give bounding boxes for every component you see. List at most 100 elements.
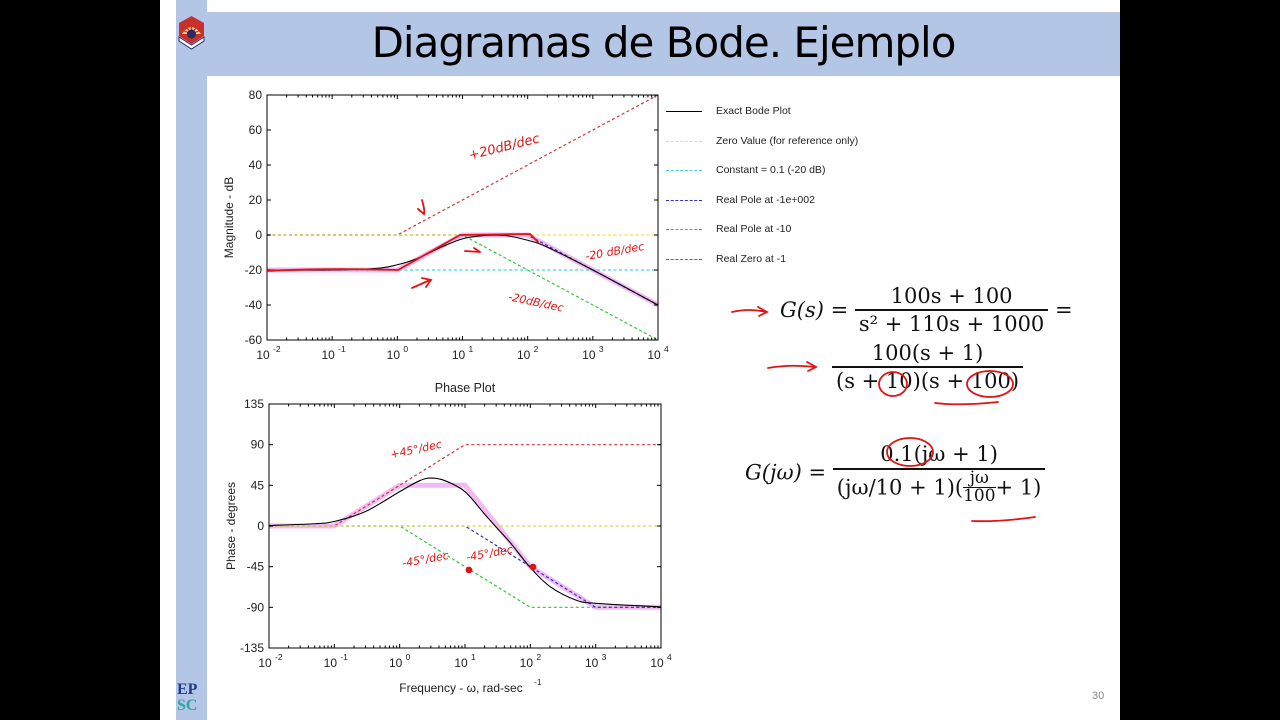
y-axis-label: Phase - degrees xyxy=(224,482,238,570)
arrow-icon xyxy=(767,361,818,372)
y-tick-label: -45 xyxy=(247,560,265,574)
x-tick-label: 10 xyxy=(389,656,403,670)
legend-item: Constant = 0.1 (-20 dB) xyxy=(666,159,926,189)
exact-curve xyxy=(266,234,659,306)
gjw-den-frac-den: 100 xyxy=(963,486,996,506)
arrow-icon xyxy=(411,277,433,289)
y-tick-label: 135 xyxy=(244,397,264,411)
y-tick-label: 80 xyxy=(249,88,263,102)
y-tick-label: 0 xyxy=(255,228,262,242)
x-tick-label: 10 xyxy=(520,656,534,670)
x-tick-label: 10 xyxy=(324,656,338,670)
gs-equals: = xyxy=(1054,298,1073,322)
x-tick-label: 10 xyxy=(454,656,468,670)
equation-gjw: G(jω) = 0.1(jω + 1) (jω/10 + 1)(jω 100 + 1… xyxy=(745,440,1046,506)
gs-fraction: 100s + 100 s² + 110s + 1000 xyxy=(854,283,1049,337)
circle-mark xyxy=(966,370,1014,398)
x-tick-exponent: 3 xyxy=(599,344,604,354)
y-tick-label: -90 xyxy=(247,600,265,614)
gjw-fraction: 0.1(jω + 1) (jω/10 + 1)(jω 100 + 1) xyxy=(832,440,1046,506)
legend-label: Exact Bode Plot xyxy=(716,105,791,117)
ink-overlay xyxy=(266,199,1036,574)
x-tick-exponent: 1 xyxy=(471,652,476,662)
point-marker xyxy=(529,563,537,571)
gs-factored-numerator: 100(s + 1) xyxy=(871,341,984,365)
gs-factored-denominator: (s + 10)(s + 100) xyxy=(832,366,1024,394)
x-tick-exponent: 2 xyxy=(534,344,539,354)
arrow-icon xyxy=(731,306,769,317)
x-tick-exponent: 3 xyxy=(602,652,607,662)
legend-swatch xyxy=(666,170,702,171)
y-tick-label: -135 xyxy=(240,641,264,655)
x-tick-exponent: 2 xyxy=(536,652,541,662)
y-tick-label: 45 xyxy=(251,478,265,492)
legend-swatch xyxy=(666,258,702,260)
x-tick-exponent: 0 xyxy=(406,652,411,662)
arrow-icon xyxy=(417,199,426,216)
page-number: 30 xyxy=(1092,690,1105,702)
x-tick-exponent: 1 xyxy=(469,344,474,354)
x-tick-exponent: -1 xyxy=(338,344,346,354)
header-band xyxy=(207,12,1120,76)
gjw-den-frac-num: jω xyxy=(969,468,989,488)
legend-label: Zero Value (for reference only) xyxy=(716,134,859,147)
y-tick-label: 90 xyxy=(251,438,265,452)
y-tick-label: -40 xyxy=(245,298,263,312)
legend-swatch xyxy=(666,111,702,112)
university-logo-icon xyxy=(178,16,205,50)
legend-label: Constant = 0.1 (-20 dB) xyxy=(716,164,826,176)
slide: Diagramas de Bode. Ejemplo 10 -2 10 -1 10 0 10… xyxy=(160,0,1120,720)
x-axis-label-exponent: -1 xyxy=(534,677,542,687)
x-tick-label: 10 xyxy=(517,348,531,362)
gs-lhs: G(s) = xyxy=(780,298,849,322)
y-tick-label: -60 xyxy=(245,333,263,347)
point-marker xyxy=(465,566,473,574)
x-tick-exponent: -2 xyxy=(273,344,281,354)
underline-mark xyxy=(934,401,999,406)
asymptote-ink xyxy=(266,233,539,272)
gjw-den-small-fraction: jω 100 xyxy=(963,468,996,506)
gs-denominator: s² + 110s + 1000 xyxy=(854,309,1049,337)
legend-item: Real Pole at -1e+002 xyxy=(666,189,926,219)
legend-label: Real Zero at -1 xyxy=(716,252,787,265)
x-tick-label: 10 xyxy=(650,656,664,670)
y-tick-label: 40 xyxy=(249,158,263,172)
x-tick-label: 10 xyxy=(647,348,661,362)
gjw-denominator: (jω/10 + 1)(jω 100 + 1) xyxy=(832,468,1046,506)
x-tick-exponent: 4 xyxy=(664,344,669,354)
plot-title: Phase Plot xyxy=(435,381,496,395)
y-axis-label: Magnitude - dB xyxy=(222,177,236,258)
legend-label: Real Pole at -10 xyxy=(716,223,792,235)
arrow-icon xyxy=(464,247,481,253)
gjw-lhs: G(jω) = xyxy=(745,460,827,485)
exact-curve xyxy=(268,477,662,608)
x-tick-exponent: -2 xyxy=(275,652,283,662)
gjw-den-part-b: + 1) xyxy=(995,475,1042,500)
slide-title: Diagramas de Bode. Ejemplo xyxy=(371,18,957,67)
underline-mark xyxy=(971,516,1036,523)
side-strip xyxy=(176,0,207,720)
legend-swatch xyxy=(666,199,702,201)
equation-gs-factored: 100(s + 1) (s + 10)(s + 100) xyxy=(832,340,1024,394)
gs-numerator: 100s + 100 xyxy=(890,284,1013,308)
y-tick-label: 0 xyxy=(257,519,264,533)
y-tick-label: 20 xyxy=(249,193,263,207)
legend-item: Real Pole at -10 xyxy=(666,218,926,248)
x-tick-label: 10 xyxy=(258,656,272,670)
legend-item: Zero Value (for reference only) xyxy=(666,130,926,160)
x-tick-exponent: -1 xyxy=(340,652,348,662)
phase-plot: 10 -2 10 -1 10 0 10 1 10 2 10 3 10 413590450-45-90-13… xyxy=(224,381,672,695)
circle-mark xyxy=(878,371,908,397)
x-tick-exponent: 0 xyxy=(403,344,408,354)
y-tick-label: 60 xyxy=(249,123,263,137)
x-tick-label: 10 xyxy=(387,348,401,362)
gjw-den-part-a: (jω/10 + 1)( xyxy=(836,475,964,500)
x-tick-label: 10 xyxy=(321,348,335,362)
circle-mark xyxy=(886,437,934,467)
legend: Exact Bode Plot Zero Value (for reference… xyxy=(666,100,926,277)
x-tick-label: 10 xyxy=(256,348,270,362)
bode-plots: 10 -2 10 -1 10 0 10 1 10 2 10 3 10 4806040200-20-40-6… xyxy=(222,88,672,695)
gs-factored-fraction: 100(s + 1) (s + 10)(s + 100) xyxy=(832,340,1024,394)
legend-swatch xyxy=(666,140,702,142)
legend-item: Real Zero at -1 xyxy=(666,248,926,278)
